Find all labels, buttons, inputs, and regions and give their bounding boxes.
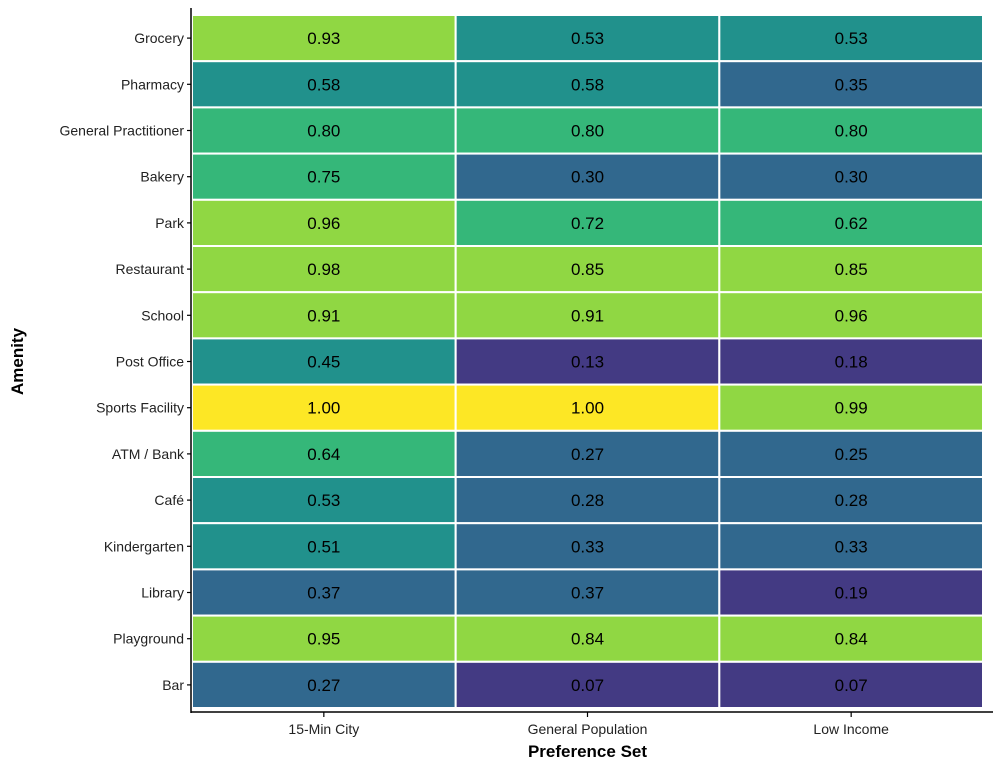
y-tick-label: Restaurant [116, 261, 185, 277]
x-axis: 15-Min City General Population Low Income [191, 711, 993, 737]
cell-value-label: 0.37 [307, 584, 340, 603]
cell-value-label: 0.84 [571, 630, 604, 649]
heatmap-cell [718, 337, 984, 386]
cell-value-label: 0.91 [571, 306, 604, 325]
cell-value-label: 0.72 [571, 214, 604, 233]
cell-value-label: 0.96 [835, 306, 868, 325]
cell-value-label: 0.07 [571, 676, 604, 695]
cell-value-label: 0.84 [835, 630, 868, 649]
cell-value-label: 0.27 [571, 445, 604, 464]
cell-value-label: 1.00 [307, 399, 340, 418]
x-tick-label: General Population [528, 721, 648, 737]
x-axis-title: Preference Set [528, 742, 647, 761]
cell-value-label: 0.85 [835, 260, 868, 279]
y-tick-label: Grocery [134, 30, 184, 46]
heatmap-cell [454, 198, 721, 248]
y-tick-label: Sports Facility [96, 400, 184, 416]
y-tick-label: General Practitioner [59, 123, 184, 139]
cell-value-label: 0.28 [571, 491, 604, 510]
x-tick-label: 15-Min City [288, 721, 359, 737]
y-axis-title: Amenity [8, 327, 27, 395]
heatmap-cell [191, 245, 457, 294]
cell-value-label: 0.51 [307, 537, 340, 556]
cell-value-label: 0.30 [571, 168, 604, 187]
heatmap-cell [718, 245, 984, 294]
heatmap-cells [191, 14, 984, 709]
y-tick-label: Pharmacy [121, 76, 184, 92]
heatmap-cell [191, 14, 457, 63]
cell-value-label: 0.28 [835, 491, 868, 510]
heatmap-cell [191, 614, 457, 663]
heatmap-cell [454, 14, 721, 63]
cell-value-label: 0.75 [307, 168, 340, 187]
heatmap-cell [454, 337, 721, 386]
cell-value-label: 0.80 [835, 122, 868, 141]
y-tick-label: Post Office [116, 354, 184, 370]
heatmap-cell [191, 568, 457, 617]
cell-value-label: 0.07 [835, 676, 868, 695]
y-tick-label: Café [154, 492, 184, 508]
y-tick-label: ATM / Bank [112, 446, 185, 462]
heatmap-cell [454, 429, 721, 478]
y-tick-label: Bakery [140, 169, 184, 185]
cell-value-label: 0.35 [835, 75, 868, 94]
cell-value-label: 0.98 [307, 260, 340, 279]
cell-value-labels: 0.93 0.53 0.53 0.58 0.58 0.35 0.80 0.80 0.80 0.75… [307, 29, 867, 695]
heatmap-cell [718, 522, 984, 571]
cell-value-label: 0.91 [307, 306, 340, 325]
cell-value-label: 0.85 [571, 260, 604, 279]
cell-value-label: 0.95 [307, 630, 340, 649]
heatmap-cell [191, 337, 457, 386]
cell-value-label: 0.80 [307, 122, 340, 141]
cell-value-label: 0.30 [835, 168, 868, 187]
cell-value-label: 0.33 [835, 537, 868, 556]
cell-value-label: 0.45 [307, 353, 340, 372]
cell-value-label: 0.58 [571, 75, 604, 94]
heatmap-cell [718, 291, 984, 340]
cell-value-label: 0.33 [571, 537, 604, 556]
cell-value-label: 0.96 [307, 214, 340, 233]
heatmap-cell [718, 60, 984, 109]
heatmap-cell [191, 429, 457, 478]
cell-value-label: 0.53 [835, 29, 868, 48]
y-axis: Grocery Pharmacy General Practitioner Baker… [59, 8, 192, 713]
cell-value-label: 0.25 [835, 445, 868, 464]
heatmap-cell [718, 614, 984, 663]
cell-value-label: 0.62 [835, 214, 868, 233]
x-tick-label: Low Income [813, 721, 889, 737]
cell-value-label: 1.00 [571, 399, 604, 418]
heatmap-cell [191, 476, 457, 525]
y-tick-label: Kindergarten [104, 538, 184, 554]
y-tick-label: School [141, 307, 184, 323]
heatmap-cell [718, 568, 984, 617]
heatmap-cell [454, 245, 721, 294]
y-tick-label: Bar [162, 677, 184, 693]
cell-value-label: 0.53 [571, 29, 604, 48]
cell-value-label: 0.18 [835, 353, 868, 372]
heatmap-cell [454, 106, 721, 155]
heatmap-cell [718, 152, 984, 201]
cell-value-label: 0.13 [571, 353, 604, 372]
cell-value-label: 0.58 [307, 75, 340, 94]
heatmap-cell [718, 429, 984, 478]
cell-value-label: 0.19 [835, 584, 868, 603]
cell-value-label: 0.64 [307, 445, 340, 464]
cell-value-label: 0.80 [571, 122, 604, 141]
heatmap-cell [191, 152, 457, 201]
heatmap-cell [191, 291, 457, 340]
heatmap-cell [718, 476, 984, 525]
heatmap-cell [454, 291, 721, 340]
y-tick-label: Library [141, 585, 184, 601]
cell-value-label: 0.53 [307, 491, 340, 510]
heatmap-cell [718, 383, 984, 432]
y-tick-label: Playground [113, 631, 184, 647]
heatmap-cell [718, 660, 984, 709]
cell-value-label: 0.99 [835, 399, 868, 418]
y-tick-label: Park [155, 215, 185, 231]
cell-value-label: 0.27 [307, 676, 340, 695]
cell-value-label: 0.93 [307, 29, 340, 48]
cell-value-label: 0.37 [571, 584, 604, 603]
